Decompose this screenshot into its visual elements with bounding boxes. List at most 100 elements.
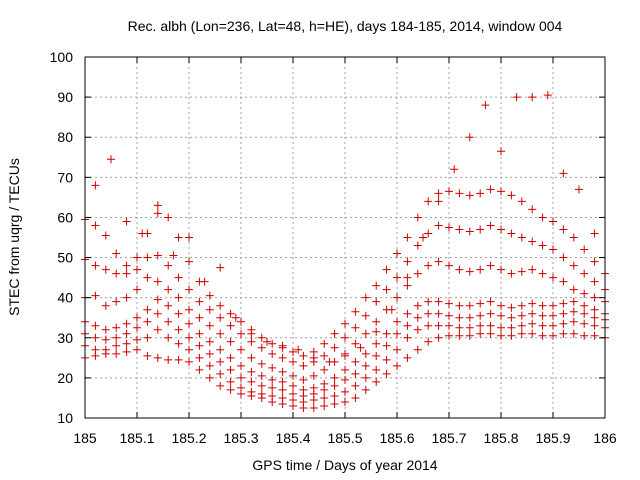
data-point-plus xyxy=(445,187,453,196)
data-point-plus xyxy=(330,373,339,382)
y-tick-label: 70 xyxy=(57,169,73,185)
data-point-plus xyxy=(361,361,370,370)
x-tick-label: 185.8 xyxy=(483,430,518,446)
x-tick-label: 185.7 xyxy=(431,430,466,446)
data-point-plus xyxy=(185,305,193,314)
data-point-plus xyxy=(289,371,297,380)
data-point-plus xyxy=(361,349,370,358)
data-point-plus xyxy=(153,325,162,334)
data-point-plus xyxy=(278,353,287,362)
data-point-plus xyxy=(143,351,152,360)
data-point-plus xyxy=(268,349,277,358)
data-point-plus xyxy=(247,377,256,386)
data-point-plus xyxy=(372,377,381,386)
data-point-plus xyxy=(580,331,589,340)
data-point-plus xyxy=(569,307,578,316)
data-point-plus xyxy=(445,261,453,270)
data-point-plus xyxy=(174,293,183,302)
data-point-plus xyxy=(372,281,381,290)
data-point-plus xyxy=(372,365,381,374)
data-point-plus xyxy=(174,233,183,242)
data-point-plus xyxy=(122,319,131,328)
data-point-plus xyxy=(153,201,162,210)
data-point-plus xyxy=(91,291,100,300)
data-point-plus xyxy=(434,321,443,330)
data-point-plus xyxy=(122,339,131,348)
data-point-plus xyxy=(486,261,495,270)
data-point-plus xyxy=(289,357,297,366)
data-point-plus xyxy=(434,189,443,198)
data-point-plus xyxy=(341,319,349,328)
x-tick-label: 185.9 xyxy=(535,430,570,446)
data-point-plus xyxy=(549,311,557,320)
data-point-plus xyxy=(247,353,256,362)
data-point-plus xyxy=(590,293,599,302)
data-point-plus xyxy=(226,309,235,318)
data-point-plus xyxy=(497,301,505,310)
data-point-plus xyxy=(445,321,453,330)
data-point-plus xyxy=(543,91,552,100)
data-point-plus xyxy=(309,353,318,362)
data-point-plus xyxy=(330,399,339,408)
data-point-plus xyxy=(528,309,537,318)
data-point-plus xyxy=(424,229,433,238)
data-point-plus xyxy=(538,321,547,330)
data-point-plus xyxy=(497,225,505,234)
data-point-plus xyxy=(257,381,266,390)
data-point-plus xyxy=(112,249,121,258)
data-point-plus xyxy=(320,351,329,360)
data-point-plus xyxy=(138,229,147,238)
data-point-plus xyxy=(237,383,245,392)
data-point-plus xyxy=(465,133,474,142)
data-point-plus xyxy=(372,317,381,326)
data-point-plus xyxy=(101,335,110,344)
x-tick-label: 185.3 xyxy=(223,430,258,446)
data-point-plus xyxy=(476,265,485,274)
data-point-plus xyxy=(122,347,131,356)
data-point-plus xyxy=(205,337,214,346)
axis-ticks xyxy=(84,56,606,419)
data-point-plus xyxy=(559,319,568,328)
data-point-plus xyxy=(580,319,589,328)
data-point-plus xyxy=(549,331,557,340)
data-point-plus xyxy=(309,371,318,380)
data-point-plus xyxy=(299,351,308,360)
x-tick-label: 186 xyxy=(593,430,617,446)
data-point-plus xyxy=(247,337,256,346)
data-point-plus xyxy=(455,313,464,322)
data-point-plus xyxy=(122,217,131,226)
data-point-plus xyxy=(434,257,443,266)
data-point-plus xyxy=(434,197,443,206)
data-point-plus xyxy=(247,367,256,376)
data-point-plus xyxy=(538,331,547,340)
data-point-plus xyxy=(434,333,443,342)
data-point-plus xyxy=(559,277,568,286)
data-point-plus xyxy=(164,317,173,326)
data-point-plus xyxy=(559,225,568,234)
data-point-plus xyxy=(445,299,453,308)
y-tick-label: 20 xyxy=(57,370,73,386)
data-point-plus xyxy=(361,329,370,338)
data-point-plus xyxy=(112,341,121,350)
data-point-plus xyxy=(200,277,209,286)
data-point-plus xyxy=(309,403,318,412)
data-point-plus xyxy=(237,361,245,370)
data-point-plus xyxy=(559,299,568,308)
data-point-plus xyxy=(413,313,422,322)
data-point-plus xyxy=(382,355,391,364)
data-point-plus xyxy=(393,273,401,282)
data-point-plus xyxy=(497,265,505,274)
data-point-plus xyxy=(153,309,162,318)
data-point-plus xyxy=(351,307,360,316)
data-point-plus xyxy=(174,355,183,364)
data-point-plus xyxy=(164,355,173,364)
data-point-plus xyxy=(153,251,162,260)
data-point-plus xyxy=(528,299,537,308)
data-point-plus xyxy=(237,345,245,354)
data-point-plus xyxy=(320,365,329,374)
data-point-plus xyxy=(174,325,183,334)
data-point-plus xyxy=(185,233,193,242)
data-point-plus xyxy=(569,233,578,242)
data-point-plus xyxy=(507,269,516,278)
data-point-plus xyxy=(351,369,360,378)
